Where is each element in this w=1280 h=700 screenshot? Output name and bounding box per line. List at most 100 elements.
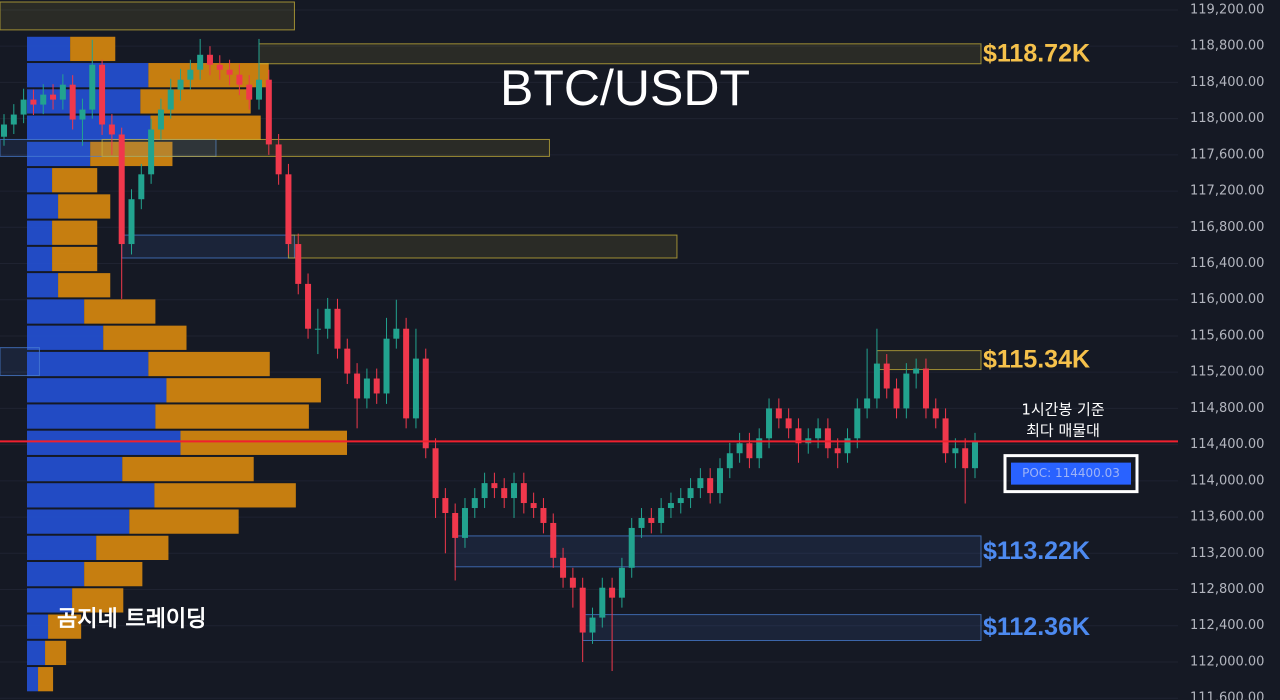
profile-sell <box>122 456 254 482</box>
profile-sell <box>84 561 143 587</box>
candle-body <box>972 441 978 469</box>
candle-body <box>834 448 841 454</box>
candle-body <box>265 79 272 145</box>
profile-sell <box>166 378 321 403</box>
candle-body <box>520 483 527 504</box>
candle-body <box>775 408 782 419</box>
y-tick-label: 116,400.00 <box>1190 256 1264 271</box>
candle-body <box>226 69 233 75</box>
y-tick-label: 113,200.00 <box>1190 546 1264 561</box>
profile-buy <box>27 588 73 613</box>
y-tick-label: 114,800.00 <box>1190 401 1264 416</box>
y-tick-label: 115,200.00 <box>1190 365 1264 380</box>
candle-body <box>412 358 419 419</box>
candle-body <box>942 418 949 454</box>
candle-body <box>716 468 723 494</box>
candle-body <box>579 587 586 633</box>
candle-body <box>422 358 429 449</box>
candle-body <box>99 64 106 125</box>
profile-sell <box>150 115 261 140</box>
profile-buy <box>27 115 151 140</box>
candle-body <box>746 443 753 459</box>
y-tick-label: 116,800.00 <box>1190 220 1264 235</box>
candle-body <box>59 84 66 100</box>
candle-body <box>246 84 253 100</box>
candle-body <box>373 378 380 394</box>
candle-body <box>697 478 704 489</box>
profile-buy <box>27 63 149 88</box>
candle-body <box>393 328 400 339</box>
candle-body <box>30 99 37 105</box>
candle-body <box>10 114 17 125</box>
profile-sell <box>45 640 67 666</box>
candle-body <box>305 283 312 329</box>
zone <box>101 138 550 157</box>
profile-sell <box>58 273 111 298</box>
candle-body <box>216 64 223 70</box>
profile-buy <box>27 378 167 403</box>
candle-body <box>236 74 243 85</box>
profile-buy <box>27 430 181 455</box>
profile-sell <box>103 325 187 350</box>
y-tick-label: 114,400.00 <box>1190 437 1264 452</box>
profile-sell <box>180 430 347 455</box>
profile-sell <box>154 483 296 508</box>
y-tick-label: 117,200.00 <box>1190 184 1264 199</box>
y-tick-label: 118,000.00 <box>1190 111 1264 126</box>
profile-sell <box>155 404 309 429</box>
candle-body <box>893 388 900 409</box>
candle-body <box>256 79 263 100</box>
candle-body <box>167 89 174 110</box>
profile-buy <box>27 509 130 534</box>
profile-sell <box>148 63 269 88</box>
candle-body <box>50 94 57 100</box>
candle-body <box>461 508 468 538</box>
candle-body <box>550 522 557 558</box>
profile-sell <box>58 194 111 219</box>
annotation: 최다 매물대 <box>1026 422 1100 440</box>
profile-sell <box>52 220 98 245</box>
profile-buy <box>27 36 71 62</box>
candle-body <box>648 517 655 523</box>
candle-body <box>324 308 331 329</box>
watermark: 곰지네 트레이딩 <box>57 607 206 632</box>
candle-body <box>599 587 606 618</box>
profile-buy <box>27 194 59 219</box>
profile-sell <box>129 509 239 534</box>
candle-body <box>471 498 478 509</box>
candle-body <box>667 503 674 509</box>
candle-body <box>187 69 194 80</box>
profile-buy <box>27 561 85 587</box>
candles <box>1 38 978 672</box>
candle-body <box>295 244 302 284</box>
candle-body <box>609 587 616 598</box>
zone <box>121 234 295 259</box>
candle-body <box>736 443 743 454</box>
candle-body <box>383 338 390 394</box>
zone-label: $113.22K <box>983 537 1090 565</box>
candle-body <box>89 64 96 110</box>
profile-buy <box>27 246 53 272</box>
profile-buy <box>27 273 59 298</box>
candle-body <box>726 453 733 469</box>
profile-sell <box>140 89 251 114</box>
profile-buy <box>27 325 104 350</box>
candle-body <box>344 348 351 374</box>
candle-body <box>285 174 292 245</box>
profile-sell <box>96 535 169 560</box>
candle-body <box>108 124 115 135</box>
candle-body <box>481 483 488 499</box>
candle-body <box>442 498 449 514</box>
candle-body <box>873 363 880 399</box>
candle-body <box>864 398 871 409</box>
candle-body <box>314 328 321 330</box>
y-tick-label: 113,600.00 <box>1190 510 1264 525</box>
candle-body <box>197 54 204 70</box>
candle-body <box>638 517 645 528</box>
candle-body <box>952 448 959 454</box>
candle-body <box>883 363 890 389</box>
y-tick-label: 114,000.00 <box>1190 473 1264 488</box>
zone-label: $118.72K <box>983 39 1090 67</box>
zone <box>0 1 295 31</box>
